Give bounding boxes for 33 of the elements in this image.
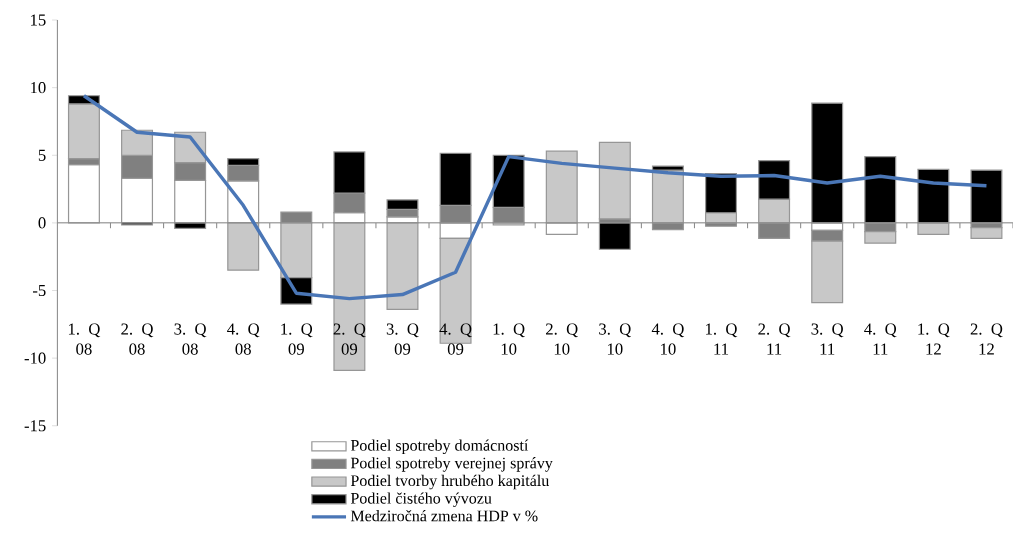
legend-label: Podiel čistého vývozu: [350, 492, 492, 507]
y-tick-label: 10: [31, 81, 46, 94]
legend-label: Podiel tvorby hrubého kapitálu: [350, 474, 549, 490]
x-tick-label: 2. Q 10: [546, 323, 578, 355]
x-tick-label: 4. Q 11: [864, 323, 897, 355]
x-tick-label: 2. Q 11: [758, 323, 791, 355]
legend-label: Podiel spotreby domácností: [350, 439, 529, 454]
x-tick-label: 3. Q 08: [174, 323, 207, 355]
x-tick-label: 2. Q 08: [121, 323, 154, 355]
x-tick-label: 1. Q 10: [493, 323, 525, 355]
bar: [970, 226, 1003, 239]
x-tick-label: 1. Q 12: [918, 323, 950, 355]
x-tick-label: 3. Q 10: [599, 323, 631, 355]
x-tick-label: 3. Q 09: [386, 323, 419, 355]
x-tick-label: 4. Q 09: [439, 323, 472, 355]
x-tick-label: 2. Q 09: [333, 323, 366, 355]
x-tick-label: 1. Q 08: [68, 323, 101, 355]
y-tick-label: -5: [32, 284, 46, 296]
legend-label: Medziročná zmena HDP v %: [350, 509, 538, 522]
y-tick-label: -10: [24, 352, 46, 364]
y-tick-label: 15: [31, 14, 46, 26]
x-tick-label: 1. Q 11: [706, 323, 738, 355]
y-tick-label: -15: [24, 420, 46, 432]
x-tick-label: 3. Q 11: [811, 323, 844, 355]
x-tick-label: 4. Q 08: [227, 323, 260, 355]
bar: [598, 141, 631, 220]
x-tick-label: 1. Q 09: [281, 323, 313, 355]
line-series: [82, 93, 989, 301]
y-tick-label: 5: [38, 149, 46, 161]
x-tick-label: 4. Q 10: [651, 323, 685, 355]
x-tick-label: 2. Q 12: [970, 323, 1003, 355]
y-tick-label: 0: [38, 217, 46, 229]
legend-label: Podiel spotreby verejnej správy: [350, 457, 553, 472]
